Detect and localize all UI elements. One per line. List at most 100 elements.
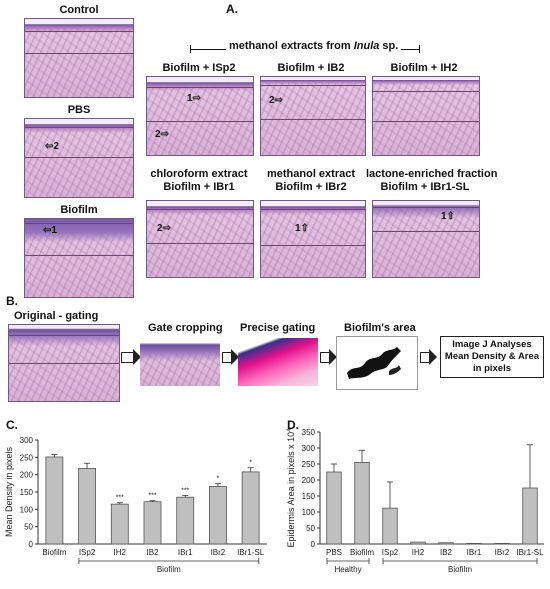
panel-letter-b: B. xyxy=(6,294,18,308)
bar xyxy=(45,456,64,545)
x-tick-label: IBr2 xyxy=(211,548,226,557)
y-tick-label: 100 xyxy=(302,508,316,517)
arrow-marker-icon: 1⇨ xyxy=(187,93,201,104)
histology-ibr2: 1⇧ xyxy=(260,200,366,278)
label-control: Control xyxy=(59,4,99,16)
significance-label: * xyxy=(249,460,252,467)
histology-control xyxy=(24,18,134,98)
bar xyxy=(326,471,342,545)
x-tick-label: IBr1 xyxy=(178,548,193,557)
bar xyxy=(522,487,538,545)
x-tick-label: ISp2 xyxy=(382,548,399,557)
y-tick-label: 250 xyxy=(302,460,316,469)
arrow-marker-icon: 2⇨ xyxy=(269,95,283,106)
y-tick-label: 300 xyxy=(20,436,34,445)
chart-mean-density: 0 50 100 150 200 250 300 Mean Density in pixels… xyxy=(4,436,267,574)
label-ih2: Biofilm + IH2 xyxy=(390,62,458,74)
panel-letter-a: A. xyxy=(226,2,238,16)
x-tick-label: IH2 xyxy=(114,548,127,557)
y-tick-label: 250 xyxy=(20,453,34,462)
x-tick-label: PBS xyxy=(326,548,342,557)
panel-letter-c: C. xyxy=(6,418,18,432)
y-tick-label: 150 xyxy=(20,488,34,497)
bar xyxy=(494,542,510,545)
histology-biofilm: ⇦1 xyxy=(24,218,134,298)
y-tick-label: 350 xyxy=(302,428,316,437)
label-ibr1: chloroform extract Biofilm + IBr1 xyxy=(150,168,248,193)
chart-epidermis-area: 0 50 100 150 200 250 300 350 Epidermis Area in p… xyxy=(286,428,544,574)
flow-arrow-icon xyxy=(420,352,430,363)
x-tick-label: IBr1-SL xyxy=(516,548,544,557)
label-pbs: PBS xyxy=(67,104,91,116)
label-biofilm: Biofilm xyxy=(60,204,98,216)
significance-label: *** xyxy=(181,487,189,494)
significance-label: * xyxy=(217,476,220,483)
histology-ibr1: 2⇨ xyxy=(146,200,254,278)
flow-arrow-icon xyxy=(133,349,141,365)
bar xyxy=(466,542,482,545)
label-ibr2: methanol extract Biofilm + IBr2 xyxy=(266,168,356,193)
bar xyxy=(78,468,96,545)
label-gate-cropping: Gate cropping xyxy=(148,322,223,334)
histology-isp2: 1⇨ 2⇨ xyxy=(146,76,254,156)
flow-arrow-icon xyxy=(121,352,134,363)
x-tick-label: IB2 xyxy=(146,548,159,557)
bar xyxy=(382,507,398,545)
arrow-marker-icon: ⇦1 xyxy=(43,225,57,236)
histology-ib2: 2⇨ xyxy=(260,76,366,156)
bar xyxy=(438,542,454,545)
histology-pbs: ⇦2 xyxy=(24,118,134,198)
label-ib2: Biofilm + IB2 xyxy=(277,62,345,74)
arrow-marker-icon: 1⇧ xyxy=(295,223,309,234)
x-tick-label: IBr1 xyxy=(467,548,482,557)
bar xyxy=(209,486,227,545)
panel-letter-d: D. xyxy=(287,418,299,432)
bracket-tick xyxy=(190,45,191,53)
histology-ibr1-sl: 1⇧ xyxy=(372,200,480,278)
bracket-tick xyxy=(419,45,420,53)
label-precise-gating: Precise gating xyxy=(240,322,316,334)
y-tick-label: 150 xyxy=(302,492,316,501)
y-tick-label: 0 xyxy=(311,540,316,549)
y-tick-label: 200 xyxy=(302,476,316,485)
significance-label: *** xyxy=(148,493,156,500)
y-axis-label: Mean Density in pixels xyxy=(4,446,14,537)
y-tick-label: 200 xyxy=(20,471,34,480)
flow-arrow-icon xyxy=(320,352,330,363)
x-tick-label: Biofilm xyxy=(42,548,66,557)
y-tick-label: 0 xyxy=(29,540,34,549)
bar xyxy=(354,462,370,545)
x-tick-label: IBr1-SL xyxy=(237,548,265,557)
arrow-marker-icon: 2⇨ xyxy=(155,129,169,140)
x-tick-label: Biofilm xyxy=(350,548,374,557)
methanol-extracts-header: methanol extracts from Inula sp. xyxy=(226,40,402,52)
arrow-marker-icon: 1⇧ xyxy=(441,211,455,222)
arrow-marker-icon: 2⇨ xyxy=(157,223,171,234)
x-tick-label: ISp2 xyxy=(79,548,96,557)
image-precise-gating xyxy=(238,338,318,386)
bar xyxy=(176,496,195,545)
bar xyxy=(143,501,162,545)
bar xyxy=(410,541,426,545)
bar xyxy=(241,471,260,545)
x-tick-label: IH2 xyxy=(412,548,425,557)
histology-ih2 xyxy=(372,76,480,156)
flow-arrow-icon xyxy=(429,349,437,365)
imagej-analysis-box: Image J Analyses Mean Density & Area in … xyxy=(440,336,544,378)
flow-arrow-icon xyxy=(329,349,337,365)
image-biofilm-area xyxy=(336,336,418,390)
y-tick-label: 50 xyxy=(306,524,315,533)
y-axis-label: Epidermis Area in pixels x 104 xyxy=(286,428,296,548)
image-original-gating xyxy=(8,324,120,402)
x-tick-label: IB2 xyxy=(440,548,453,557)
label-original-gating: Original - gating xyxy=(14,310,99,322)
bar xyxy=(110,503,129,545)
image-gate-cropping xyxy=(140,338,220,386)
x-tick-label: IBr2 xyxy=(495,548,510,557)
label-ibr1-sl: lactone-enriched fraction Biofilm + IBr1… xyxy=(366,168,498,193)
y-tick-label: 50 xyxy=(24,523,33,532)
y-tick-label: 300 xyxy=(302,444,316,453)
group-label: Healthy xyxy=(334,565,361,574)
y-tick-label: 100 xyxy=(20,505,34,514)
label-isp2: Biofilm + ISp2 xyxy=(162,62,236,74)
